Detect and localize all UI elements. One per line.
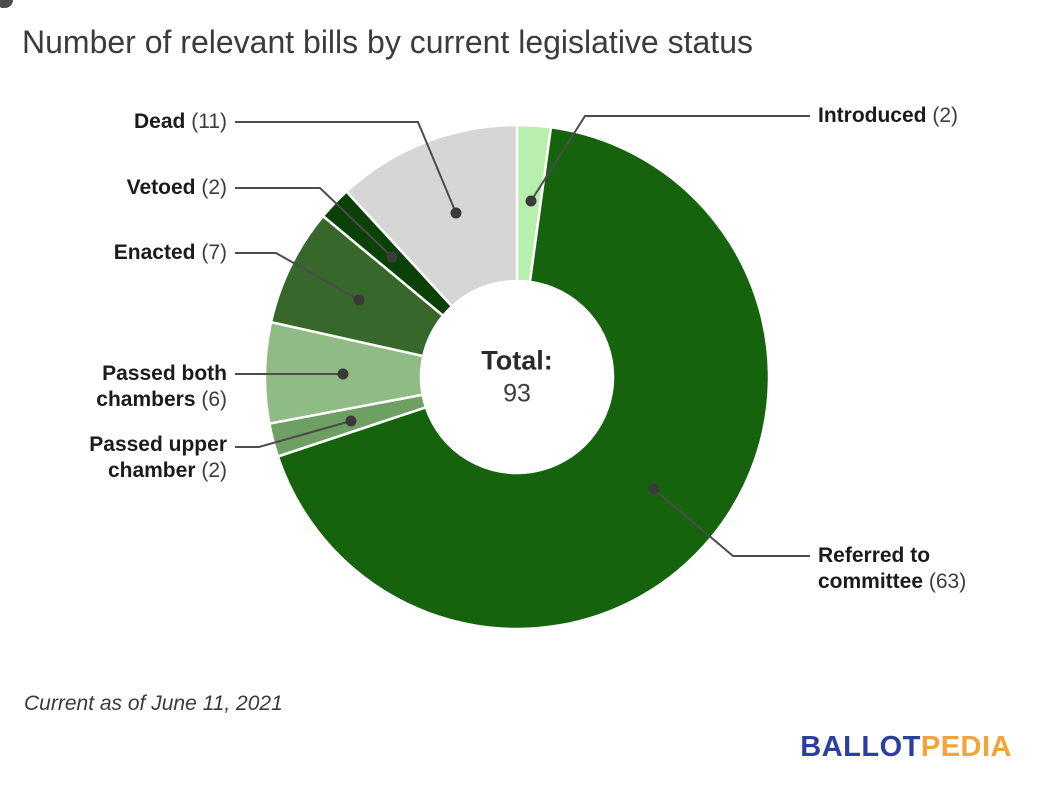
callout-count-vetoed: (2) — [195, 176, 227, 199]
callout-name-enacted: Enacted — [113, 241, 196, 264]
callout-vetoed: Vetoed (2) — [127, 175, 227, 201]
chart-title: Number of relevant bills by current legi… — [22, 24, 753, 60]
callout-name-vetoed: Vetoed — [126, 176, 196, 199]
leader-line-passed-upper-chamber — [235, 420, 352, 448]
leader-line-referred-to-committee — [653, 488, 810, 557]
footnote: Current as of June 11, 2021 — [24, 692, 283, 715]
corner-artifact — [0, 0, 13, 8]
callout-name-referred-to-committee: Referred to committee — [818, 544, 931, 593]
leader-dot-vetoed — [386, 251, 398, 263]
callout-count-introduced: (2) — [926, 104, 958, 127]
slice-referred-to-committee — [276, 125, 771, 631]
logo-pedia: PEDIA — [920, 731, 1012, 763]
leader-line-vetoed — [235, 187, 393, 258]
callout-leader-lines — [235, 115, 810, 557]
callout-count-referred-to-committee: (63) — [923, 570, 967, 593]
leader-dot-introduced — [525, 195, 537, 207]
donut-center-label: Total: 93 — [481, 346, 552, 409]
callout-passed-upper-chamber: Passed upper chamber (2) — [75, 432, 227, 484]
slice-dead — [344, 123, 519, 309]
callout-count-passed-both-chambers: (6) — [195, 388, 227, 411]
leader-dot-dead — [450, 207, 462, 219]
callout-name-introduced: Introduced — [818, 104, 927, 127]
leader-dot-passed-upper-chamber — [345, 415, 357, 427]
leader-line-enacted — [235, 252, 360, 301]
ballotpedia-logo: BALLOTPEDIA — [800, 731, 1012, 764]
callout-name-passed-both-chambers: Passed both chambers — [96, 362, 227, 411]
callout-count-dead: (11) — [185, 110, 227, 133]
callout-name-dead: Dead — [134, 110, 186, 133]
callout-referred-to-committee: Referred to committee (63) — [818, 543, 996, 595]
callout-passed-both-chambers: Passed both chambers (6) — [75, 361, 227, 413]
donut-slices — [263, 123, 771, 631]
callout-enacted: Enacted (7) — [114, 240, 227, 266]
leader-dot-referred-to-committee — [648, 483, 660, 495]
total-value: 93 — [503, 379, 531, 408]
callout-dead: Dead (11) — [134, 109, 227, 135]
callout-count-passed-upper-chamber: (2) — [195, 459, 227, 482]
leader-line-dead — [235, 121, 457, 214]
leader-dot-enacted — [353, 294, 365, 306]
total-label: Total: — [481, 345, 553, 376]
callout-count-enacted: (7) — [195, 241, 227, 264]
leader-line-introduced — [530, 115, 810, 202]
leader-dot-passed-both-chambers — [337, 368, 349, 380]
callout-name-passed-upper-chamber: Passed upper chamber — [89, 433, 227, 482]
callout-introduced: Introduced (2) — [818, 103, 958, 129]
logo-ballot: BALLOT — [800, 731, 921, 763]
